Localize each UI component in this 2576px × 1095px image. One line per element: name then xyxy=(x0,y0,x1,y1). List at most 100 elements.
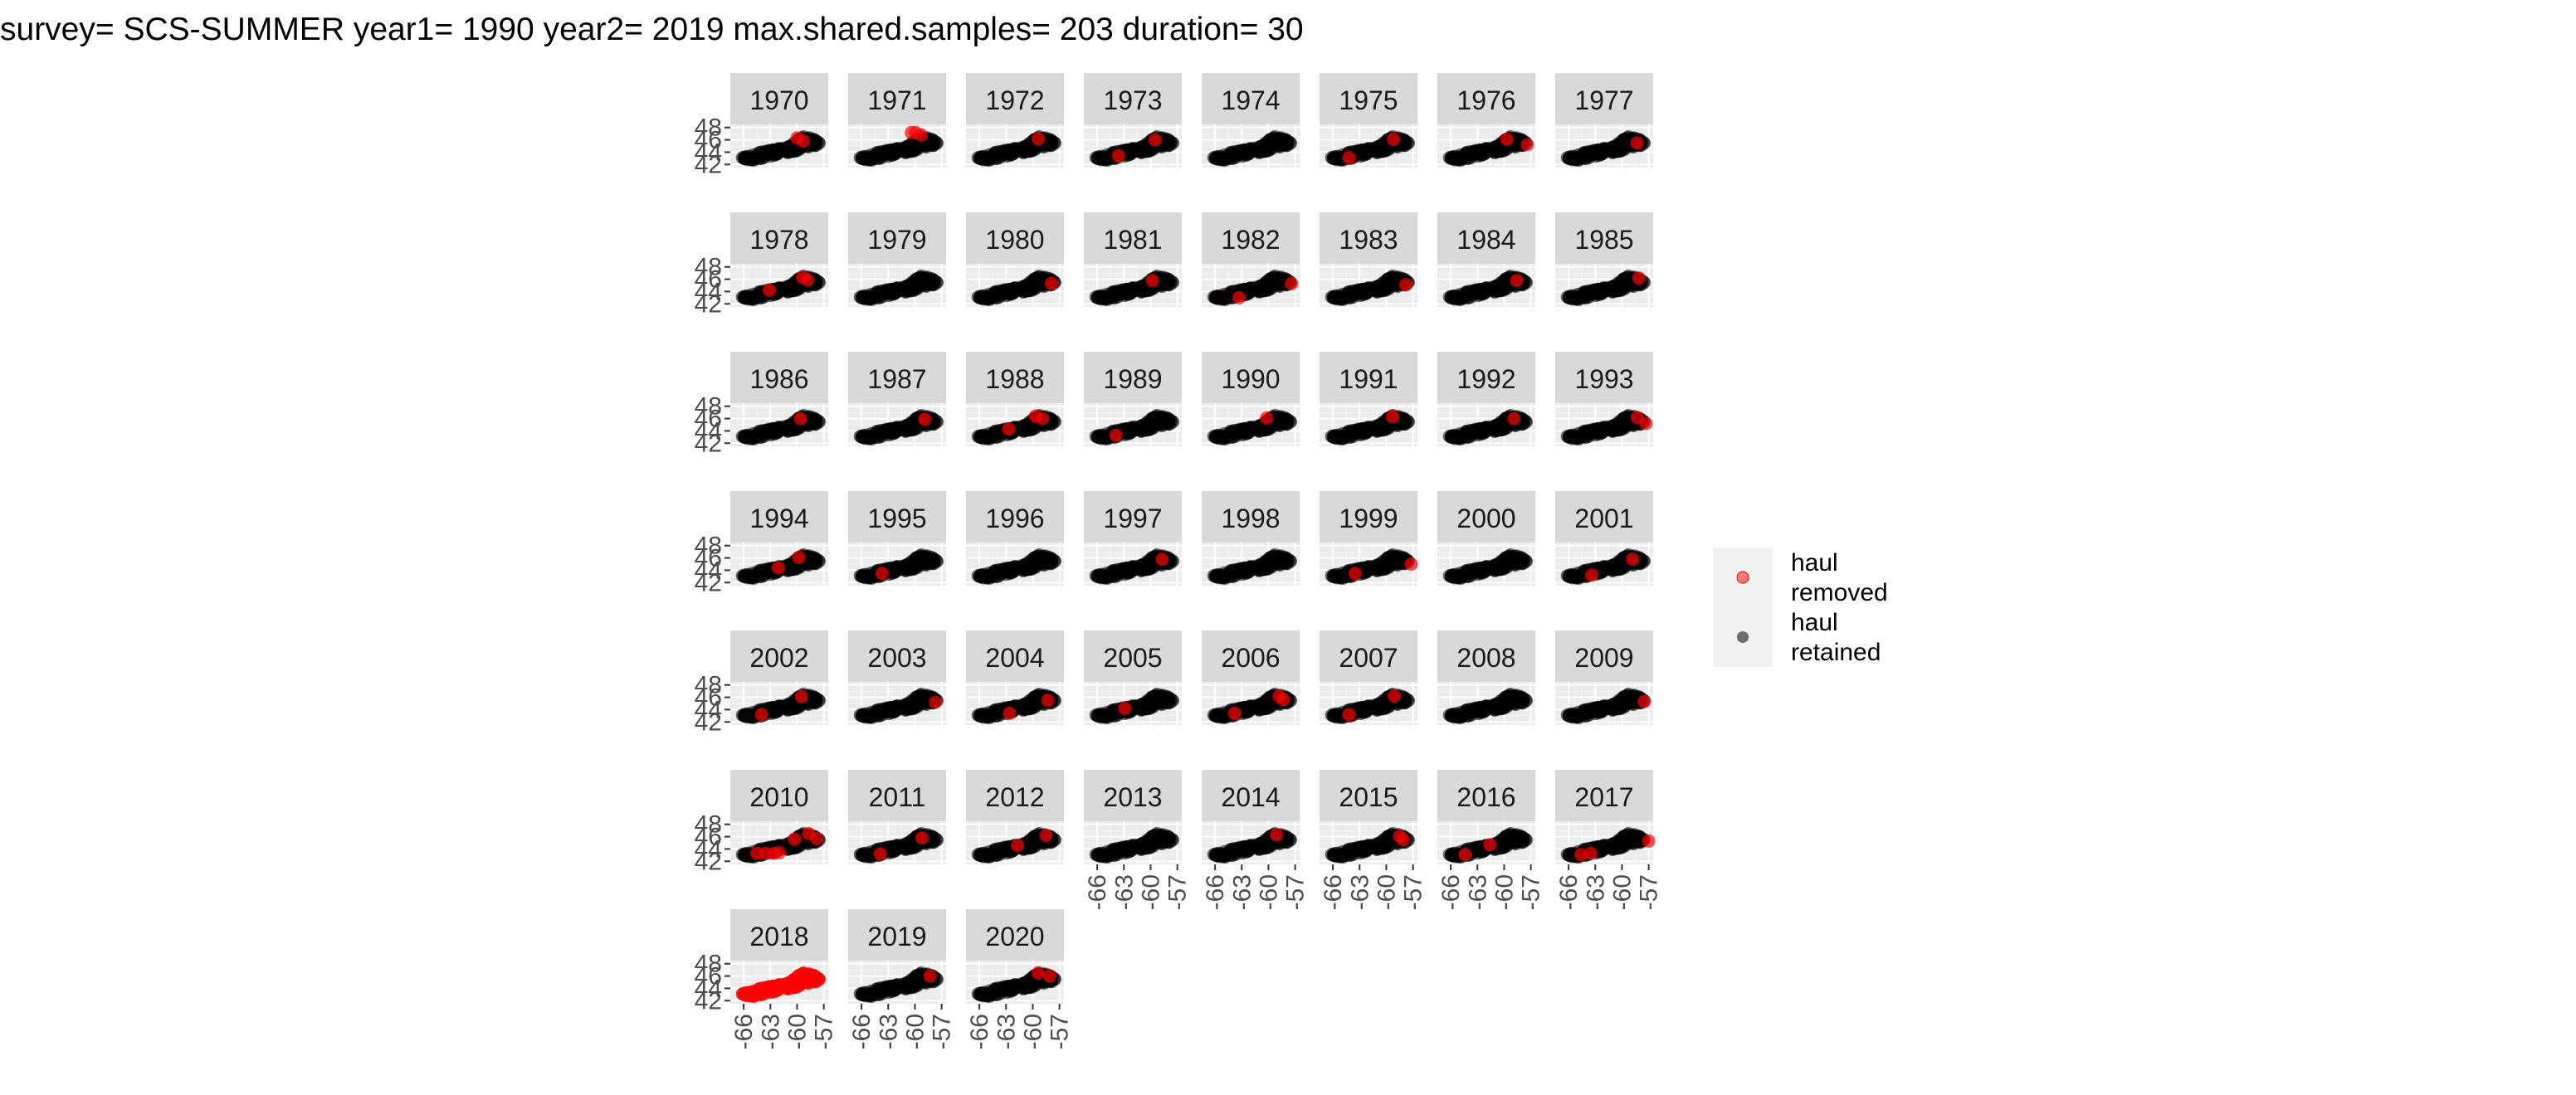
facet-panel-1983: 1983 xyxy=(1320,212,1417,307)
haul-retained-point xyxy=(754,426,768,440)
haul-retained-point xyxy=(856,150,870,164)
haul-removed-point xyxy=(792,550,806,564)
haul-retained-point xyxy=(919,273,933,287)
facet-strip-label: 1993 xyxy=(1574,364,1633,394)
haul-removed-point xyxy=(1399,278,1413,292)
haul-retained-point xyxy=(774,421,788,436)
haul-retained-point xyxy=(1272,134,1286,148)
facet-strip-label: 1980 xyxy=(985,225,1044,255)
haul-retained-point xyxy=(1481,421,1495,436)
haul-retained-point xyxy=(1272,273,1286,287)
haul-retained-point xyxy=(990,287,1003,301)
haul-retained-point xyxy=(1108,287,1121,301)
haul-retained-point xyxy=(1446,429,1459,443)
haul-removed-point xyxy=(1045,276,1058,290)
haul-retained-point xyxy=(1210,150,1223,164)
haul-retained-point xyxy=(739,290,752,304)
haul-retained-point xyxy=(1481,282,1495,296)
facet-panel-1982: 1982 xyxy=(1202,212,1300,307)
haul-retained-point xyxy=(974,290,988,304)
haul-retained-point xyxy=(1344,287,1357,301)
y-tick-label: 44 xyxy=(695,139,722,166)
facet-strip-label: 1983 xyxy=(1339,225,1398,255)
haul-retained-point xyxy=(1461,426,1475,440)
haul-retained-point xyxy=(1092,290,1105,304)
haul-retained-point xyxy=(1461,148,1475,162)
haul-retained-point xyxy=(892,143,906,157)
haul-removed-point xyxy=(1036,411,1050,426)
haul-removed-point xyxy=(1387,132,1400,146)
y-tick-label: 42 xyxy=(695,151,722,178)
facet-strip-label: 1970 xyxy=(749,85,808,115)
data-points xyxy=(853,125,944,167)
haul-removed-point xyxy=(793,411,807,426)
haul-removed-point xyxy=(1630,136,1644,150)
data-points xyxy=(1207,130,1297,167)
facet-strip-label: 1971 xyxy=(867,85,926,115)
haul-retained-point xyxy=(1564,150,1577,164)
haul-retained-point xyxy=(1344,426,1357,440)
facet-strip-label: 1996 xyxy=(985,504,1044,533)
haul-retained-point xyxy=(1328,429,1341,443)
haul-retained-point xyxy=(1446,290,1459,304)
facet-panel-1993: 1993 xyxy=(1555,352,1653,446)
haul-removed-point xyxy=(1510,274,1524,288)
haul-removed-point xyxy=(1145,274,1159,288)
haul-retained-point xyxy=(1128,282,1142,296)
haul-retained-point xyxy=(1364,421,1378,436)
facet-strip-label: 1984 xyxy=(1456,225,1515,255)
facet-panel-1977: 1977 xyxy=(1555,73,1653,168)
haul-removed-point xyxy=(797,134,810,148)
facet-strip-label: 1974 xyxy=(1221,85,1280,115)
haul-removed-point xyxy=(1260,411,1274,425)
haul-retained-point xyxy=(1246,282,1260,296)
facet-strip-label: 1995 xyxy=(867,504,926,533)
facet-panel-1995: 1995 xyxy=(848,491,946,586)
haul-retained-point xyxy=(754,566,768,580)
y-tick-label: 48 xyxy=(695,114,722,142)
haul-retained-point xyxy=(1599,143,1613,157)
facet-strip-label: 1972 xyxy=(985,85,1044,115)
haul-retained-point xyxy=(974,150,988,164)
y-tick-label: 48 xyxy=(695,393,722,421)
haul-retained-point xyxy=(974,429,988,443)
facet-strip xyxy=(730,73,828,124)
haul-removed-point xyxy=(1342,151,1356,165)
haul-retained-point xyxy=(1579,287,1593,301)
haul-retained-point xyxy=(856,568,870,582)
facet-panel-1981: 1981 xyxy=(1084,212,1182,307)
haul-retained-point xyxy=(1246,143,1260,157)
facet-panel-1990: 1990 xyxy=(1202,352,1300,446)
haul-retained-point xyxy=(892,561,906,575)
facet-strip-label: 1973 xyxy=(1103,85,1162,115)
facet-panel-1992: 1992 xyxy=(1437,352,1535,446)
haul-retained-point xyxy=(990,426,1003,440)
haul-removed-point xyxy=(801,273,815,287)
chart-title: survey= SCS-SUMMER year1= 1990 year2= 20… xyxy=(0,12,1304,47)
haul-retained-point xyxy=(774,143,788,157)
facet-panel-1991: 1991 xyxy=(1320,352,1417,446)
facet-strip-label: 1990 xyxy=(1221,364,1280,394)
haul-retained-point xyxy=(1272,412,1286,426)
haul-retained-point xyxy=(1446,150,1459,164)
facet-panel-1971: 1971 xyxy=(848,73,946,168)
facet-strip xyxy=(1202,73,1300,124)
haul-removed-point xyxy=(1520,138,1534,152)
haul-removed-point xyxy=(1632,271,1646,285)
haul-retained-point xyxy=(1579,148,1593,162)
facet-panel-1979: 1979 xyxy=(848,212,946,307)
haul-retained-point xyxy=(1128,143,1142,157)
haul-retained-point xyxy=(856,429,870,443)
haul-retained-point xyxy=(872,287,886,301)
haul-retained-point xyxy=(1599,282,1613,296)
data-points xyxy=(971,130,1061,167)
facet-strip-label: 1985 xyxy=(1574,225,1633,255)
facet-panel-1988: 1988 xyxy=(966,352,1064,446)
facet-strip-label: 1988 xyxy=(985,364,1044,394)
haul-retained-point xyxy=(1328,290,1341,304)
facet-strip-label: 1987 xyxy=(867,364,926,394)
haul-retained-point xyxy=(892,282,906,296)
haul-removed-point xyxy=(1232,290,1247,304)
